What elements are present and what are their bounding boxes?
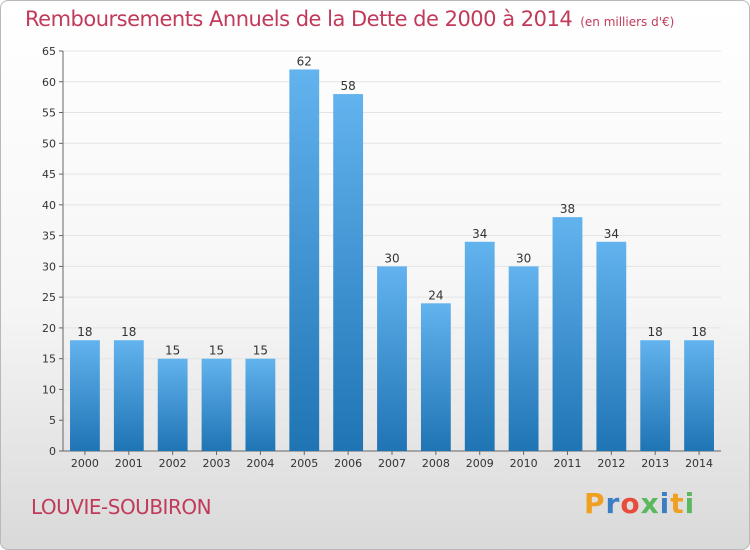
data-label-2009: 34 [472,227,487,241]
x-tick-label-2005: 2005 [290,457,318,470]
x-tick-label-2009: 2009 [466,457,494,470]
y-tick-label: 30 [42,260,56,273]
y-tick-label: 60 [42,76,56,89]
data-label-2004: 15 [253,344,268,358]
x-tick-label-2006: 2006 [334,457,362,470]
logo-letter: t [670,487,685,520]
x-tick-label-2000: 2000 [71,457,99,470]
bar-2010[interactable] [508,266,539,451]
x-tick-label-2011: 2011 [553,457,581,470]
y-tick-label: 55 [42,107,56,120]
x-tick-label-2002: 2002 [159,457,187,470]
y-tick-label: 10 [42,383,56,396]
x-tick-label-2012: 2012 [597,457,625,470]
proxiti-logo[interactable]: Proxiti [584,487,695,520]
y-tick-label: 35 [42,230,56,243]
bar-2006[interactable] [333,94,364,452]
data-label-2014: 18 [691,325,706,339]
bar-2014[interactable] [684,340,714,451]
y-tick-label: 15 [42,353,56,366]
x-tick-label-2008: 2008 [422,457,450,470]
bar-2005[interactable] [289,69,320,451]
x-tick-label-2010: 2010 [510,457,538,470]
bar-2003[interactable] [201,358,232,451]
logo-letter: x [640,487,660,520]
data-label-2005: 62 [297,54,312,68]
data-label-2000: 18 [77,325,92,339]
data-label-2013: 18 [648,325,663,339]
bar-2002[interactable] [157,358,188,451]
y-tick-label: 50 [42,137,56,150]
logo-letter: i [659,487,671,520]
chart-title: Remboursements Annuels de la Dette de 20… [25,7,674,31]
y-tick-label: 5 [49,414,56,427]
chart-unit-label: (en milliers d'€) [580,15,675,29]
data-label-2012: 34 [604,227,619,241]
x-tick-label-2007: 2007 [378,457,406,470]
data-label-2007: 30 [384,251,399,265]
y-tick-label: 40 [42,199,56,212]
x-tick-label-2014: 2014 [685,457,713,470]
data-label-2006: 58 [340,79,355,93]
bar-2000[interactable] [70,340,100,451]
x-tick-label-2004: 2004 [246,457,274,470]
logo-letter: P [584,487,606,520]
bar-2007[interactable] [377,266,407,451]
x-tick-label-2003: 2003 [203,457,231,470]
bar-2001[interactable] [113,340,144,451]
commune-name: LOUVIE-SOUBIRON [31,495,212,519]
logo-letter: r [605,487,621,520]
y-tick-label: 65 [42,45,56,58]
data-label-2010: 30 [516,251,531,265]
bar-2011[interactable] [552,217,583,451]
y-tick-label: 45 [42,168,56,181]
bar-2012[interactable] [596,241,627,451]
bar-2009[interactable] [464,241,495,451]
logo-letter: o [620,487,641,520]
data-label-2003: 15 [209,344,224,358]
y-tick-label: 20 [42,322,56,335]
data-label-2008: 24 [428,288,443,302]
bar-2004[interactable] [245,358,276,451]
x-tick-label-2013: 2013 [641,457,669,470]
x-tick-label-2001: 2001 [115,457,143,470]
y-tick-label: 25 [42,291,56,304]
data-label-2001: 18 [121,325,136,339]
data-label-2002: 15 [165,344,180,358]
y-tick-label: 0 [49,445,56,458]
bar-2013[interactable] [640,340,671,451]
data-label-2011: 38 [560,202,575,216]
chart-title-text: Remboursements Annuels de la Dette de 20… [25,7,573,31]
bar-2008[interactable] [420,303,451,451]
logo-letter: i [684,487,696,520]
